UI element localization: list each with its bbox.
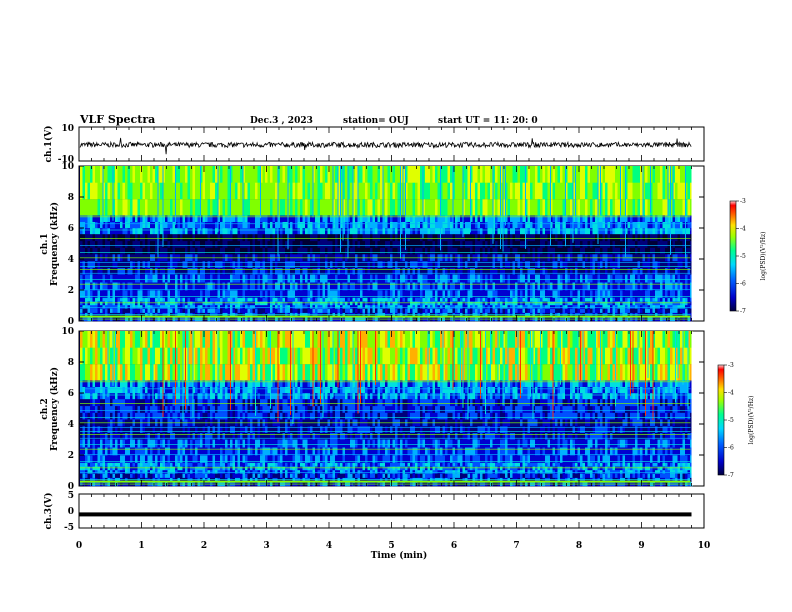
ch3-waveform-panel: 5 0 -5 ch.3(V) 0 1 2 3 4 5 6 7 8 9 10 Time (min) <box>43 491 710 561</box>
time-axis-label: Time (min) <box>371 550 428 561</box>
ch2-colorbar <box>717 364 725 476</box>
colorbar-tick-2-1: -4 <box>728 390 734 397</box>
time-tick-10: 10 <box>698 541 711 551</box>
time-tick-3: 3 <box>263 541 269 551</box>
ch3-waveform-ylabel: ch.3(V) <box>43 493 54 530</box>
time-tick-5: 5 <box>388 541 394 551</box>
ch3-ytick-bottom: -5 <box>64 523 74 533</box>
spec-ytick-1-5: 10 <box>61 162 74 172</box>
spec-ytick-1-3: 6 <box>68 224 74 234</box>
colorbar-tick-2-0: -3 <box>728 362 734 369</box>
spec-ytick-2-5: 10 <box>61 327 74 337</box>
time-tick-0: 0 <box>76 541 82 551</box>
spec-ytick-1-4: 8 <box>68 193 74 203</box>
time-tick-7: 7 <box>513 541 519 551</box>
ch1-spec-ylabel-frequency: Frequency (kHz) <box>49 202 60 286</box>
colorbar-tick-1-1: -4 <box>740 226 746 233</box>
ch1-spec-ylabel-channel: ch.1 <box>40 233 50 254</box>
ch1-waveform-ylabel: ch.1(V) <box>43 126 54 163</box>
spec-ytick-1-2: 4 <box>68 255 74 265</box>
ch3-ytick-mid: 0 <box>68 507 74 517</box>
time-tick-4: 4 <box>326 541 332 551</box>
time-tick-8: 8 <box>576 541 582 551</box>
spec-ytick-2-3: 6 <box>68 389 74 399</box>
colorbar-tick-2-3: -6 <box>728 445 734 452</box>
ch1-ytick-top: 10 <box>61 124 74 134</box>
colorbar-tick-1-2: -5 <box>740 253 746 260</box>
colorbar-tick-1-4: -7 <box>740 308 746 315</box>
colorbar-tick-1-0: -3 <box>740 198 746 205</box>
ch1-spectrogram-image <box>79 166 704 322</box>
colorbar-tick-2-4: -7 <box>728 472 734 479</box>
spec-ytick-2-4: 8 <box>68 358 74 368</box>
time-tick-9: 9 <box>638 541 644 551</box>
start-time-label: start UT = 11: 20: 0 <box>438 116 538 126</box>
ch2-colorbar-label: log(PSD)(V²/Hz) <box>748 396 755 445</box>
time-tick-1: 1 <box>138 541 144 551</box>
spec-ytick-2-2: 4 <box>68 420 74 430</box>
ch1-waveform-panel: 10 -10 ch.1(V) <box>43 124 705 165</box>
spec-ytick-2-1: 2 <box>68 451 74 461</box>
spec-ytick-1-0: 0 <box>68 317 74 327</box>
ch2-spectrogram-image <box>79 331 704 487</box>
ch1-ytick-bottom: -10 <box>58 155 74 165</box>
figure-title: VLF Spectra <box>79 113 155 126</box>
ch2-spec-ylabel-frequency: Frequency (kHz) <box>49 367 60 451</box>
ch3-ytick-top: 5 <box>68 491 74 501</box>
ch2-spec-ylabel-channel: ch.2 <box>40 398 50 419</box>
ch1-colorbar-label: log(PSD)(V²/Hz) <box>760 232 767 281</box>
ch1-waveform-trace <box>79 137 692 155</box>
station-label: station= OUJ <box>343 116 409 126</box>
colorbar-tick-2-2: -5 <box>728 417 734 424</box>
spec-ytick-1-1: 2 <box>68 286 74 296</box>
date-label: Dec.3 , 2023 <box>250 116 313 126</box>
time-tick-6: 6 <box>451 541 457 551</box>
time-tick-2: 2 <box>201 541 207 551</box>
ch3-waveform-trace <box>79 512 692 517</box>
colorbar-tick-1-3: -6 <box>740 281 746 288</box>
spec-ytick-2-0: 0 <box>68 482 74 492</box>
ch1-colorbar <box>729 200 737 312</box>
